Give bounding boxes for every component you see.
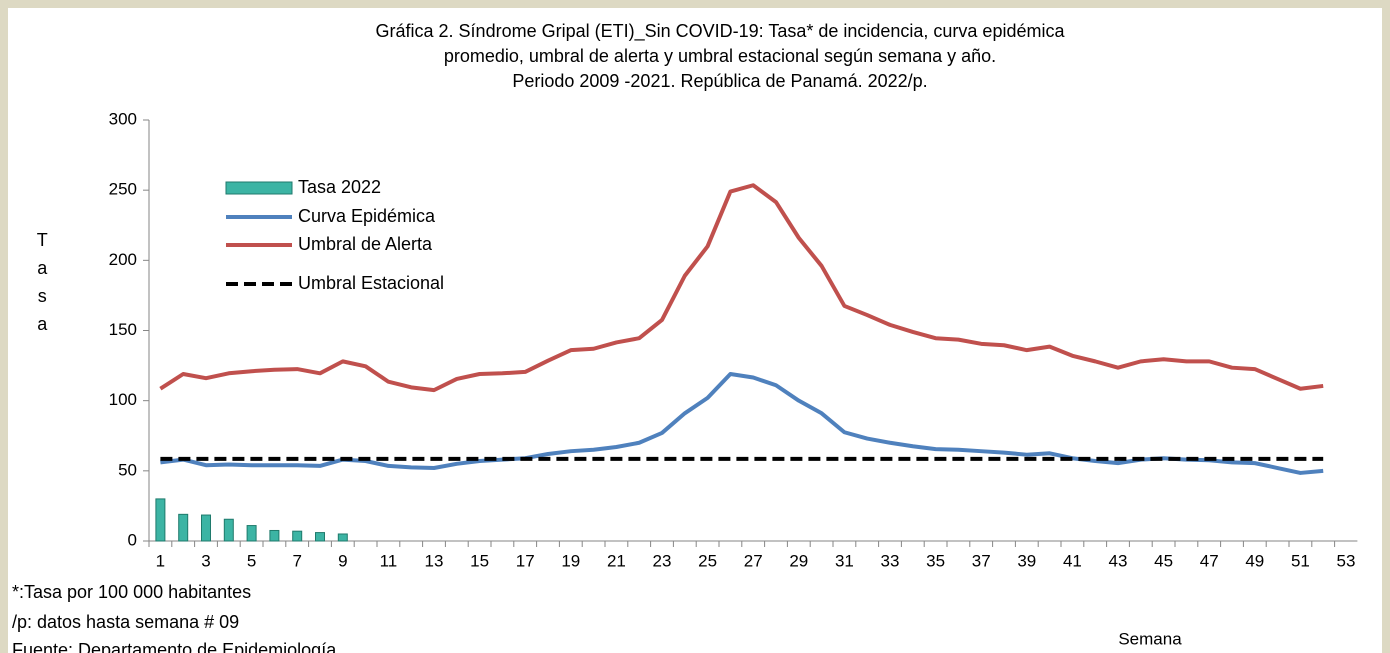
bar bbox=[201, 514, 211, 542]
bar bbox=[292, 530, 303, 542]
x-tick-label: 5 bbox=[247, 551, 256, 570]
x-tick-label: 39 bbox=[1017, 551, 1036, 570]
x-tick-label: 33 bbox=[881, 551, 900, 570]
x-axis-label: Semana bbox=[1118, 629, 1182, 648]
x-tick-label: 35 bbox=[926, 551, 945, 570]
y-tick-label: 250 bbox=[109, 180, 137, 199]
chart-area bbox=[8, 8, 1382, 653]
legend-label: Umbral de Alerta bbox=[298, 234, 433, 254]
x-tick-label: 21 bbox=[607, 551, 626, 570]
footnote: /p: datos hasta semana # 09 bbox=[12, 612, 239, 632]
chart-title: Periodo 2009 -2021. República de Panamá.… bbox=[512, 71, 927, 91]
legend-swatch bbox=[225, 181, 293, 195]
bar bbox=[246, 525, 257, 542]
footnote: Fuente: Departamento de Epidemiología bbox=[12, 640, 337, 653]
x-tick-label: 17 bbox=[516, 551, 535, 570]
y-tick-label: 300 bbox=[109, 109, 137, 128]
x-tick-label: 23 bbox=[653, 551, 672, 570]
x-tick-label: 25 bbox=[698, 551, 717, 570]
footnote: *:Tasa por 100 000 habitantes bbox=[12, 582, 251, 602]
y-tick-label: 150 bbox=[109, 320, 137, 339]
x-tick-label: 31 bbox=[835, 551, 854, 570]
x-tick-label: 53 bbox=[1337, 551, 1356, 570]
legend-label: Curva Epidémica bbox=[298, 206, 436, 226]
bar bbox=[269, 529, 280, 542]
bar bbox=[155, 498, 166, 542]
bar bbox=[178, 513, 189, 542]
y-tick-label: 0 bbox=[128, 530, 137, 549]
x-tick-label: 11 bbox=[380, 551, 398, 570]
x-tick-label: 9 bbox=[338, 551, 347, 570]
x-tick-label: 43 bbox=[1109, 551, 1128, 570]
y-tick-label: 50 bbox=[118, 460, 137, 479]
chart-title: Gráfica 2. Síndrome Gripal (ETI)_Sin COV… bbox=[376, 21, 1066, 42]
x-tick-label: 51 bbox=[1291, 551, 1310, 570]
x-tick-label: 37 bbox=[972, 551, 991, 570]
x-tick-label: 29 bbox=[789, 551, 808, 570]
x-tick-label: 27 bbox=[744, 551, 763, 570]
y-axis-label: Tasa bbox=[32, 230, 52, 342]
x-tick-label: 1 bbox=[156, 551, 165, 570]
x-tick-label: 47 bbox=[1200, 551, 1219, 570]
bar bbox=[315, 532, 325, 542]
chart-title: promedio, umbral de alerta y umbral esta… bbox=[444, 46, 996, 66]
x-tick-label: 15 bbox=[470, 551, 489, 570]
bar bbox=[337, 533, 348, 542]
legend-label: Umbral Estacional bbox=[298, 273, 444, 293]
x-tick-label: 45 bbox=[1154, 551, 1173, 570]
x-tick-label: 19 bbox=[561, 551, 580, 570]
y-tick-label: 200 bbox=[109, 250, 137, 269]
x-tick-label: 3 bbox=[201, 551, 210, 570]
y-tick-label: 100 bbox=[109, 390, 137, 409]
legend-label: Tasa 2022 bbox=[298, 177, 381, 197]
bar bbox=[223, 518, 234, 542]
x-tick-label: 13 bbox=[425, 551, 444, 570]
x-tick-label: 7 bbox=[292, 551, 301, 570]
x-tick-label: 49 bbox=[1245, 551, 1264, 570]
x-tick-label: 41 bbox=[1063, 551, 1082, 570]
line-series bbox=[159, 183, 1324, 393]
line-series bbox=[160, 372, 1324, 475]
